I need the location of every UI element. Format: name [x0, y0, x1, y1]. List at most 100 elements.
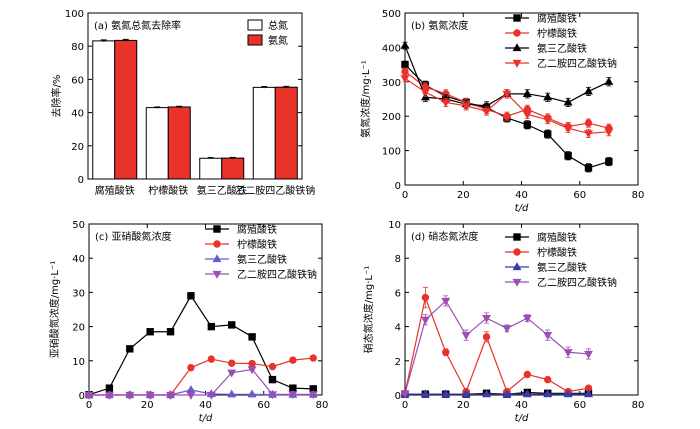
bar-ammonia-nitrogen-0 — [114, 39, 138, 180]
legend-swatch — [247, 19, 263, 31]
legend-label: 氨氮 — [268, 34, 288, 47]
panel-c-data-point-0 — [248, 333, 256, 341]
panel-c-ytick-label: 50 — [72, 220, 85, 231]
panel-d-data-point-3 — [461, 332, 471, 340]
panel-c-xtick-label: 60 — [257, 400, 270, 411]
panel-a-ytick-label: 100 — [65, 9, 84, 20]
panel-c-ytick-label: 20 — [72, 323, 85, 334]
panel-b-data-point-1 — [503, 112, 511, 120]
panel-c-data-point-1 — [248, 359, 256, 368]
panel-d-data-point-1 — [482, 333, 491, 341]
panel-c-x-axis-label: t/d — [199, 413, 213, 424]
panel-c-xtick-label: 40 — [199, 400, 212, 411]
panel-c-data-point-3 — [186, 391, 196, 400]
bar-total-nitrogen-0 — [92, 40, 116, 180]
panel-c-data-point-3 — [227, 369, 237, 378]
panel-d-ytick-label: 10 — [388, 220, 401, 231]
panel-c-data-point-1 — [228, 359, 236, 367]
bar-ammonia-nitrogen-3 — [274, 86, 298, 180]
panel-d-ytick-label: 8 — [395, 254, 401, 265]
panel-c-data-point-0 — [228, 321, 236, 329]
panel-c-data-point-2 — [227, 389, 237, 398]
panel-b-ytick-label: 200 — [382, 112, 401, 123]
panel-c-series-line-0 — [88, 294, 314, 396]
panel-d-data-point-2 — [482, 389, 492, 398]
panel-a-ytick-label: 40 — [71, 109, 84, 120]
panel-c-xtick-label: 80 — [316, 400, 329, 411]
panel-a-ytick-label: 0 — [78, 175, 84, 186]
panel-b-data-point-2 — [543, 92, 553, 101]
panel-d-data-point-2 — [563, 389, 573, 398]
panel-c-y-axis-label: 亚硝酸氮浓度/mg·L⁻¹ — [48, 261, 61, 359]
panel-c-data-point-3 — [247, 366, 257, 375]
panel-d-ytick-label: 2 — [395, 357, 401, 368]
panel-c-data-point-1 — [289, 356, 297, 364]
bar-total-nitrogen-3 — [252, 86, 276, 180]
category-label: 乙二胺四乙酸铁钠 — [235, 184, 315, 197]
panel-d-ytick-label: 4 — [395, 323, 401, 334]
panel-d-xtick-label: 60 — [573, 400, 586, 411]
panel-c-data-point-2 — [186, 385, 196, 393]
panel-c-data-point-3 — [166, 391, 176, 400]
panel-b-legend-marker — [513, 14, 521, 22]
category-label: 柠檬酸铁 — [148, 184, 188, 197]
panel-c-legend-label: 氨三乙酸铁 — [237, 253, 287, 266]
panel-b-legend-marker — [512, 43, 522, 52]
panel-b-data-point-3 — [502, 90, 512, 99]
panel-d-legend-marker — [512, 262, 522, 271]
panel-d-series-line-1 — [404, 295, 589, 394]
panel-d-xtick-label: 40 — [515, 400, 528, 411]
panel-d-legend-marker — [512, 278, 522, 287]
panel-d-data-point-3 — [482, 314, 492, 323]
panel-b-xtick-label: 40 — [515, 190, 528, 201]
panel-b-data-point-0 — [401, 60, 409, 69]
panel-b-data-point-3 — [584, 130, 593, 139]
panel-d-data-point-3 — [502, 325, 512, 334]
panel-d-legend-marker — [513, 248, 521, 256]
panel-b-data-point-2 — [584, 86, 593, 95]
panel-c-ytick-label: 30 — [72, 288, 85, 299]
panel-d-data-point-1 — [544, 375, 552, 384]
panel-d-y-axis-label: 硝态氮浓度/mg·L⁻¹ — [362, 266, 375, 354]
category-label: 腐殖酸铁 — [95, 184, 135, 197]
panel-d-data-point-2 — [461, 389, 471, 398]
panel-c-data-point-0 — [207, 322, 216, 331]
panel-b-ytick-label: 500 — [382, 9, 401, 20]
panel-d-x-axis-label: t/d — [515, 413, 529, 424]
panel-a-ytick-label: 80 — [71, 42, 84, 53]
panel-a-ytick-label: 20 — [71, 142, 84, 153]
panel-c-ytick-label: 0 — [79, 391, 85, 402]
panel-d-xtick-label: 80 — [632, 400, 645, 411]
panel-c-data-point-1 — [309, 354, 317, 362]
panel-c-data-point-1 — [268, 362, 277, 371]
panel-d-data-point-3 — [522, 314, 532, 323]
panel-d-data-point-2 — [584, 389, 593, 398]
panel-d-data-point-2 — [522, 389, 532, 398]
bar-total-nitrogen-2 — [199, 157, 223, 180]
panel-b-data-point-3 — [604, 128, 614, 137]
panel-b-data-point-2 — [563, 97, 573, 106]
panel-d-legend-label: 氨三乙酸铁 — [537, 261, 587, 274]
panel-c-data-point-3 — [206, 391, 216, 400]
panel-c-data-point-2 — [247, 389, 257, 398]
panel-b-data-point-2 — [400, 40, 410, 49]
panel-c-data-point-1 — [187, 363, 195, 372]
panel-a-plot-frame — [87, 12, 303, 180]
panel-b-panel-title: (b) 氨氮浓度 — [411, 19, 468, 32]
panel-d-data-point-1 — [523, 370, 532, 379]
panel-b-data-point-0 — [544, 130, 552, 138]
panel-c-data-point-3 — [308, 391, 318, 400]
panel-c-data-point-1 — [207, 355, 216, 363]
panel-b-legend-label: 柠檬酸铁 — [537, 27, 577, 40]
panel-c-legend-label: 乙二胺四乙酸铁钠 — [237, 268, 317, 281]
panel-b-ytick-label: 400 — [382, 43, 401, 54]
panel-d-data-point-2 — [543, 389, 553, 398]
panel-b-data-point-3 — [563, 125, 573, 134]
panel-b-data-point-3 — [400, 75, 410, 84]
panel-b-line-chart: 0 100 200 300 400 500 0 20 40 60 80 氨氮浓度/mg·L⁻¹ t/d (… — [359, 9, 644, 214]
panel-c-data-point-0 — [268, 375, 277, 384]
panel-a-panel-title: (a) 氨氮总氮去除率 — [94, 19, 181, 32]
panel-c-data-point-0 — [166, 328, 175, 336]
